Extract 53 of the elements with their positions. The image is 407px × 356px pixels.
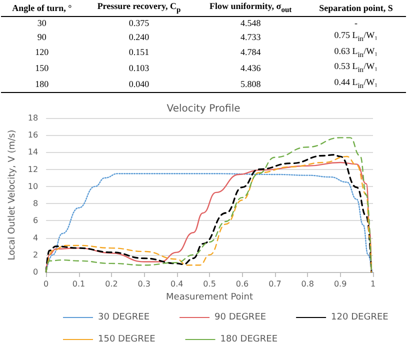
text: 0.103 xyxy=(128,62,150,76)
text: 180 xyxy=(1,76,83,92)
text: 0.375 xyxy=(128,16,150,29)
y-tick-label: 8 xyxy=(32,199,38,208)
y-tick-label: 0 xyxy=(32,268,38,276)
legend-label: 90 DEGREE xyxy=(214,312,266,322)
y-tick-label: 14 xyxy=(28,148,38,157)
legend-label: 180 DEGREE xyxy=(220,334,278,344)
text: 0.44 L$_{in}$/W₁ xyxy=(306,76,406,92)
text: 0.151 xyxy=(128,46,150,60)
text: Flow uniformity, σ$_{out}$ xyxy=(195,0,306,16)
text: 0.240 xyxy=(128,30,150,44)
chart-title: Velocity Profile xyxy=(166,104,240,114)
y-tick-label: 6 xyxy=(32,216,38,226)
x-tick-label: 0 xyxy=(44,280,49,288)
x-tick-label: 0.4 xyxy=(170,280,184,288)
x-tick-label: 0.8 xyxy=(301,280,314,288)
x-tick-label: 0.3 xyxy=(138,280,151,288)
x-tick-label: 0.1 xyxy=(72,280,86,288)
x-tick-label: 0.5 xyxy=(203,280,216,288)
y-tick-label: 16 xyxy=(28,130,38,140)
y-tick-label: 2 xyxy=(32,250,38,260)
legend-label: 120 DEGREE xyxy=(331,312,389,322)
y-axis-title: Local Outlet Velocity, V (m/s) xyxy=(8,130,18,260)
text: 120 xyxy=(34,46,50,60)
text: 0.75 L$_{in}$/W₁ xyxy=(333,28,379,45)
text: - xyxy=(353,16,358,29)
text: 90 xyxy=(36,30,48,44)
text: 4.436 xyxy=(239,62,262,76)
text: Angle of turn, ° xyxy=(1,0,83,16)
x-tick-label: 1 xyxy=(370,280,376,288)
x-tick-label: 0.2 xyxy=(105,280,118,288)
text: 5.808 xyxy=(195,76,306,92)
x-tick-label: 0.9 xyxy=(334,280,347,288)
x-tick-label: 0.7 xyxy=(268,280,282,288)
legend-label: 150 DEGREE xyxy=(98,334,156,344)
text: 4.733 xyxy=(239,30,262,44)
text: 150 xyxy=(34,62,50,76)
text: 4.548 xyxy=(239,16,262,29)
text: 0.63 L$_{in}$/W₁ xyxy=(333,44,379,60)
x-axis-title: Measurement Point xyxy=(166,292,254,302)
x-tick-label: 0.6 xyxy=(236,280,249,288)
text: 30 xyxy=(36,16,48,29)
text: 0.040 xyxy=(82,76,196,92)
text: Separation point, S xyxy=(306,0,406,16)
y-tick-label: 12 xyxy=(28,164,38,174)
text: Pressure recovery, C$_{p}$ xyxy=(82,0,196,16)
legend-label: 30 DEGREE xyxy=(98,312,150,322)
y-tick-label: 18 xyxy=(28,114,38,122)
y-tick-label: 4 xyxy=(32,233,38,242)
text: 4.784 xyxy=(239,46,262,60)
y-tick-label: 10 xyxy=(28,182,38,191)
text: 0.53 L$_{in}$/W₁ xyxy=(333,60,379,76)
